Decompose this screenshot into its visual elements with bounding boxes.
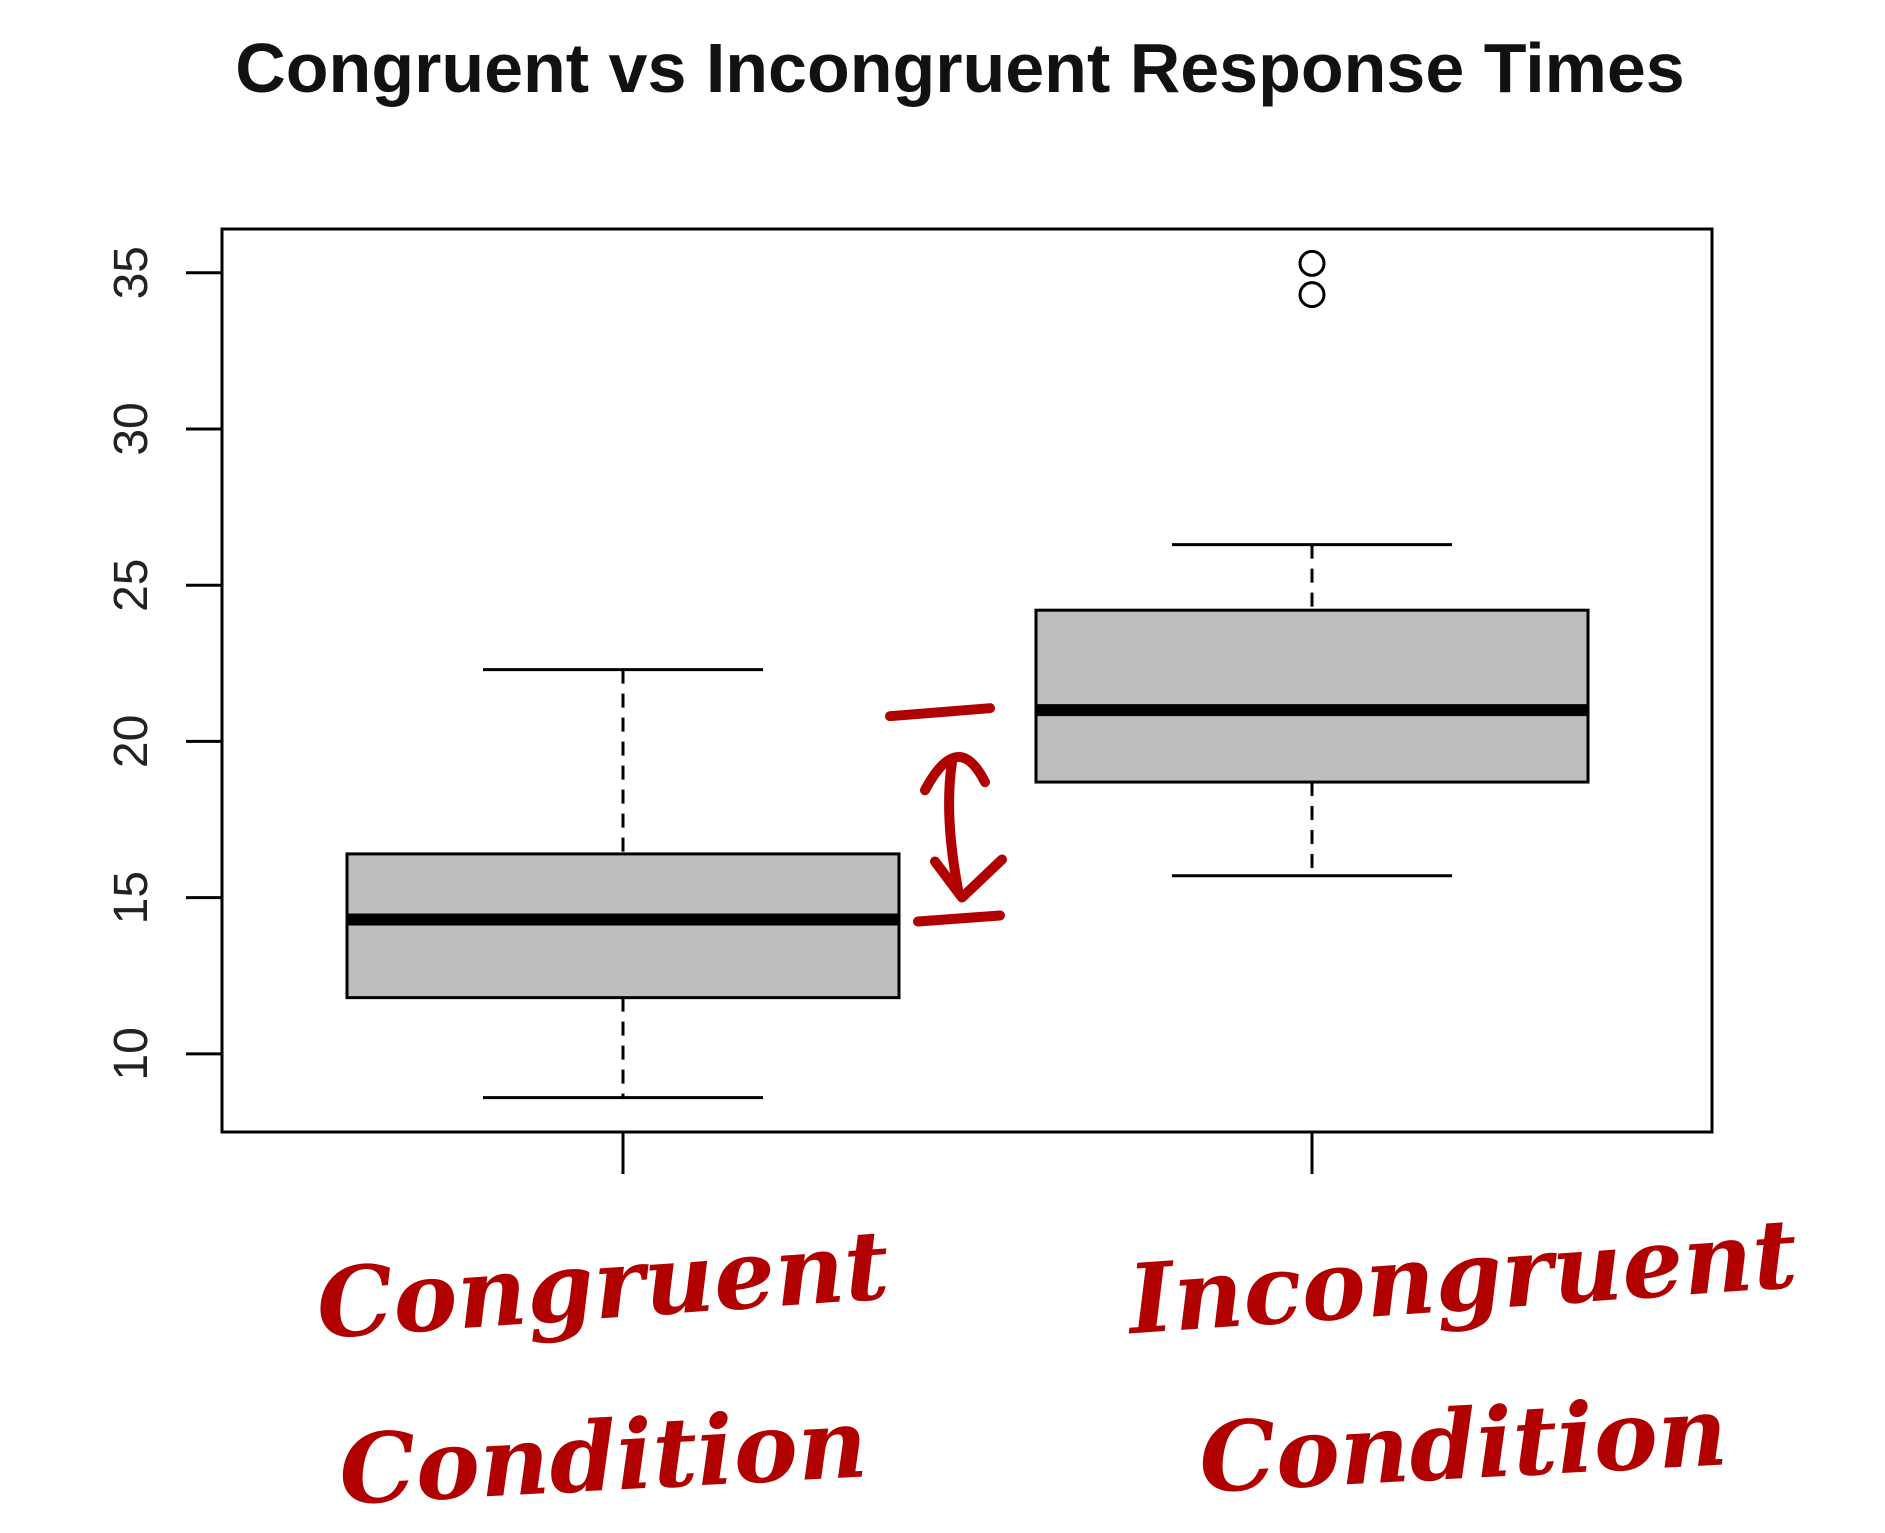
- y-axis: 10 15 20 25 30 35: [105, 246, 222, 1081]
- handwritten-label-line: Congruent: [313, 1208, 892, 1361]
- difference-arrow: [885, 703, 1007, 927]
- handwritten-label-line: Condition: [336, 1386, 870, 1527]
- y-tick-label: 20: [105, 715, 158, 768]
- box-1: [345, 668, 901, 1100]
- y-tick-label: 35: [105, 246, 158, 299]
- iqr-box: [1034, 608, 1590, 784]
- boxes: [345, 249, 1590, 1100]
- arrow-bottom-bar: [913, 910, 1005, 927]
- y-tick-label: 25: [105, 559, 158, 612]
- y-tick-label: 10: [105, 1027, 158, 1080]
- box-2: [1034, 249, 1590, 878]
- arrow-head-up: [920, 752, 990, 796]
- iqr-box: [345, 852, 901, 1000]
- arrow-head-down: [930, 854, 1007, 903]
- y-tick-label: 15: [105, 871, 158, 924]
- handwritten-label-line: Incongruent: [1122, 1197, 1801, 1357]
- handwritten-annotations: Congruent Condition Incongruent Condition: [313, 703, 1801, 1527]
- arrow-shaft: [944, 757, 963, 895]
- handwritten-label-line: Condition: [1196, 1374, 1730, 1515]
- x-axis: [621, 1132, 1314, 1174]
- outlier-point: [1298, 249, 1326, 277]
- y-tick-label: 30: [105, 402, 158, 455]
- arrow-top-bar: [885, 703, 995, 722]
- plot-frame: [220, 227, 1714, 1134]
- chart-title: Congruent vs Incongruent Response Times: [235, 29, 1685, 107]
- outlier-point: [1298, 281, 1326, 309]
